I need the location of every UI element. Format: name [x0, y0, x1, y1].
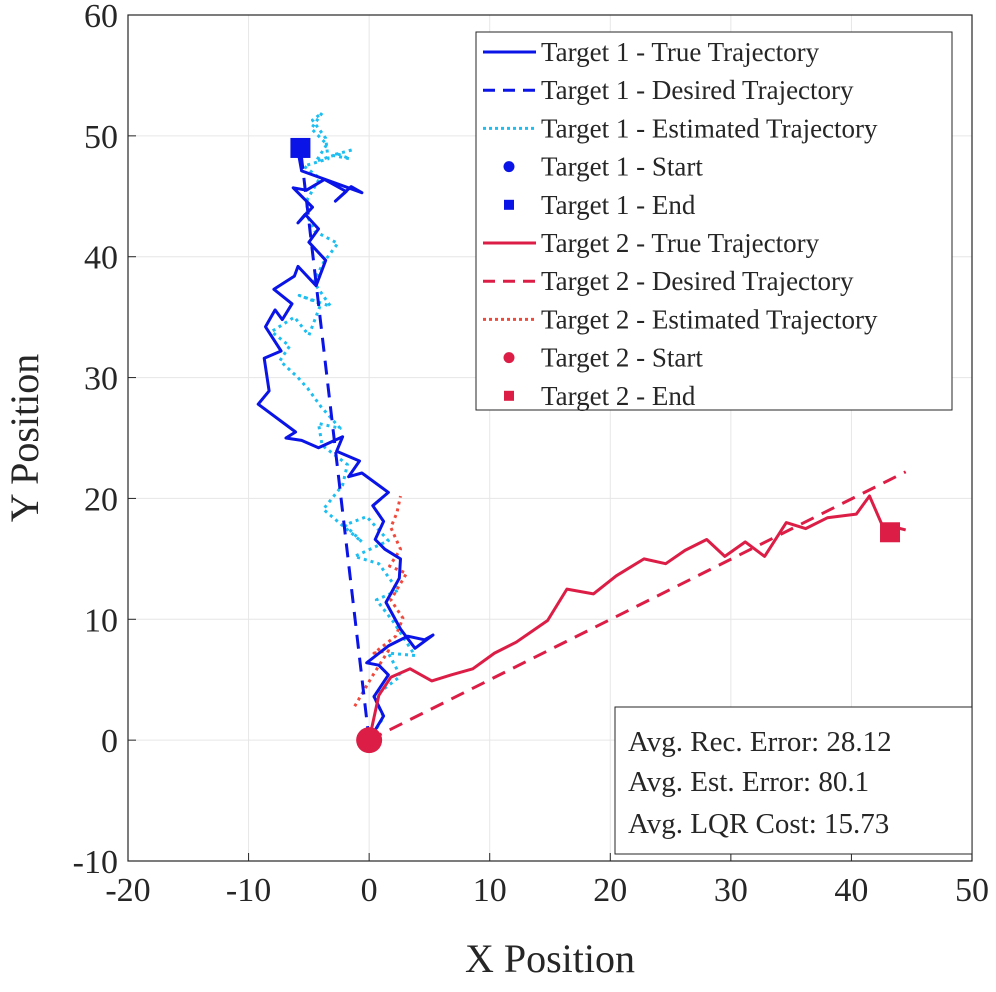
- avg-rec-error-text: Avg. Rec. Error: 28.12: [628, 726, 892, 758]
- legend-item-target-2-true-trajectory: Target 2 - True Trajectory: [483, 228, 820, 258]
- y-tick-label: -10: [73, 844, 118, 881]
- legend-label: Target 1 - Desired Trajectory: [541, 75, 854, 105]
- target-1-true-trajectory-line: [256, 144, 435, 741]
- legend-item-target-1-true-trajectory: Target 1 - True Trajectory: [483, 37, 820, 67]
- legend-item-target-1-desired-trajectory: Target 1 - Desired Trajectory: [483, 75, 854, 105]
- legend-item-target-2-start: Target 2 - Start: [503, 343, 703, 373]
- legend-label: Target 2 - True Trajectory: [541, 228, 820, 258]
- y-tick-label: 40: [84, 240, 118, 277]
- x-tick-label: -10: [226, 872, 271, 909]
- target-2-estimated-trajectory-line: [353, 495, 408, 708]
- x-tick-label: 30: [714, 872, 748, 909]
- legend-item-target-1-estimated-trajectory: Target 1 - Estimated Trajectory: [483, 113, 878, 143]
- legend-item-target-2-desired-trajectory: Target 2 - Desired Trajectory: [483, 266, 854, 296]
- target-2-true-trajectory-line: [367, 494, 907, 741]
- legend-item-target-1-start: Target 1 - Start: [503, 152, 703, 182]
- x-tick-label: 0: [361, 872, 378, 909]
- target-2-desired-trajectory-line: [368, 470, 907, 742]
- x-tick-label: 50: [955, 872, 989, 909]
- legend-label: Target 1 - True Trajectory: [541, 37, 820, 67]
- legend-item-target-1-end: Target 1 - End: [504, 190, 696, 220]
- x-tick-label: 10: [473, 872, 507, 909]
- target-2-end-marker: [880, 522, 901, 543]
- x-axis-label: X Position: [465, 936, 635, 981]
- y-tick-label: 10: [84, 602, 118, 639]
- legend-item-target-2-end: Target 2 - End: [504, 381, 696, 411]
- legend-swatch: [504, 199, 514, 210]
- legend-label: Target 1 - Start: [541, 152, 703, 182]
- x-tick-label: -20: [105, 872, 150, 909]
- series-layer: [256, 111, 907, 754]
- legend-label: Target 1 - End: [541, 190, 696, 220]
- y-axis-label: Y Position: [2, 354, 47, 523]
- legend-box: [475, 31, 953, 411]
- x-tick-label: 20: [593, 872, 627, 909]
- legend-label: Target 2 - Desired Trajectory: [541, 266, 854, 296]
- legend-label: Target 2 - End: [541, 381, 696, 411]
- target-1-estimated-trajectory-line: [270, 111, 417, 741]
- target-1-end-marker: [290, 137, 311, 158]
- legend: Target 1 - True Trajectory Target 1 - Des…: [475, 31, 953, 411]
- x-tick-label: 40: [834, 872, 868, 909]
- avg-lqr-cost-text: Avg. LQR Cost: 15.73: [628, 808, 889, 840]
- y-tick-label: 0: [101, 723, 118, 760]
- legend-swatch: [503, 352, 515, 364]
- legend-swatch: [503, 161, 515, 173]
- legend-label: Target 1 - Estimated Trajectory: [541, 113, 878, 143]
- y-tick-label: 30: [84, 361, 118, 398]
- legend-label: Target 2 - Estimated Trajectory: [541, 304, 878, 334]
- legend-label: Target 2 - Start: [541, 343, 703, 373]
- avg-est-error-text: Avg. Est. Error: 80.1: [628, 766, 869, 798]
- metrics-box-frame: [614, 706, 973, 855]
- y-tick-label: 20: [84, 481, 118, 518]
- legend-swatch: [504, 390, 514, 401]
- target-2-start-marker: [356, 727, 383, 754]
- axes-frame: [127, 14, 973, 862]
- metrics-box: Avg. Rec. Error: 28.12 Avg. Est. Error: …: [614, 706, 973, 855]
- y-tick-label: 60: [84, 0, 118, 35]
- y-tick-label: 50: [84, 119, 118, 156]
- legend-item-target-2-estimated-trajectory: Target 2 - Estimated Trajectory: [483, 304, 878, 334]
